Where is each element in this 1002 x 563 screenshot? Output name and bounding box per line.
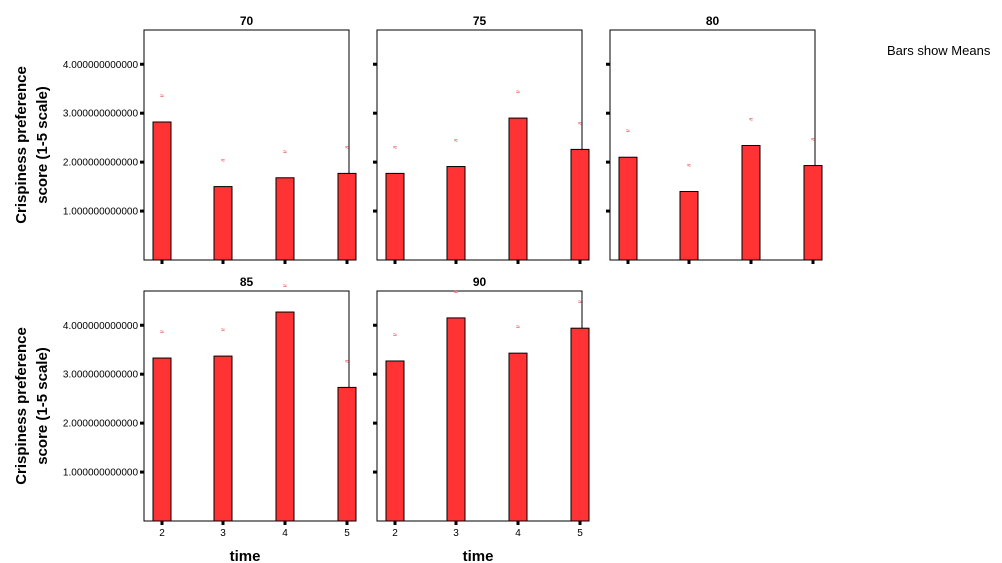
x-axis-title-left: time bbox=[230, 548, 261, 563]
panel-title: 85 bbox=[240, 275, 254, 289]
panel-frame bbox=[376, 290, 583, 522]
y-tick-label: 1.000000000000 bbox=[63, 207, 139, 218]
bar-mark-label: ≈ bbox=[516, 89, 520, 96]
y-axis-title-line2-bottom: score (1-5 scale) bbox=[34, 347, 51, 465]
bar-mark-label: ≈ bbox=[516, 324, 520, 331]
y-tick-label: 1.000000000000 bbox=[63, 468, 139, 479]
panels-layer: 70 1.000000000000 2.000000000000 3.00000000… bbox=[63, 14, 823, 539]
x-tick-label: 5 bbox=[344, 528, 350, 539]
bar-mark-label: ≈ bbox=[160, 93, 164, 100]
x-tick-label: 5 bbox=[577, 528, 583, 539]
panel-title: 70 bbox=[240, 14, 254, 28]
x-axis-title-right: time bbox=[463, 548, 494, 563]
bar-mark-label: ≈ bbox=[578, 299, 582, 306]
y-tick-label: 2.000000000000 bbox=[63, 419, 139, 430]
y-tick-label: 2.000000000000 bbox=[63, 158, 139, 169]
bar-mark-label: ≈ bbox=[221, 327, 225, 334]
x-tick-label: 3 bbox=[220, 528, 226, 539]
bar-time-2 bbox=[152, 121, 172, 261]
bar-time-4 bbox=[275, 177, 295, 261]
panel-frame bbox=[376, 29, 583, 261]
x-tick-label: 4 bbox=[282, 528, 288, 539]
bar-mark-label: ≈ bbox=[160, 329, 164, 336]
bars-show-means-note: Bars show Means bbox=[887, 43, 991, 58]
panel-70: 70 1.000000000000 2.000000000000 3.00000000… bbox=[63, 14, 357, 264]
panel-frame bbox=[143, 29, 350, 261]
panel-title: 80 bbox=[706, 14, 720, 28]
x-tick-label: 2 bbox=[159, 528, 165, 539]
panel-75: 75 ≈ ≈ ≈ ≈ bbox=[373, 14, 590, 264]
panel-frame bbox=[609, 29, 816, 261]
bar-time-4 bbox=[508, 117, 528, 261]
bar-mark-label: ≈ bbox=[393, 332, 397, 339]
y-axis-title-bottom-row: Crispiness preference score (1-5 scale) bbox=[13, 327, 51, 485]
y-axis-title-line2-top: score (1-5 scale) bbox=[34, 86, 51, 204]
bar-mark-label: ≈ bbox=[283, 283, 287, 290]
bar-time-2 bbox=[385, 172, 405, 261]
bar-mark-label: ≈ bbox=[345, 144, 349, 151]
bar-time-3 bbox=[213, 355, 233, 522]
bar-time-5 bbox=[337, 172, 357, 261]
y-axis-title-line1-bottom: Crispiness preference bbox=[13, 327, 30, 485]
y-axis-title-line1-top: Crispiness preference bbox=[13, 66, 30, 224]
y-tick-label: 4.000000000000 bbox=[63, 321, 139, 332]
panel-frame bbox=[143, 290, 350, 522]
bar-mark-label: ≈ bbox=[811, 137, 815, 144]
bar-mark-label: ≈ bbox=[283, 149, 287, 156]
bar-mark-label: ≈ bbox=[345, 358, 349, 365]
bar-time-2 bbox=[618, 156, 638, 261]
panel-85: 85 1.000000000000 2.000000000000 3.00000000… bbox=[63, 275, 357, 539]
y-tick-label: 3.000000000000 bbox=[63, 109, 139, 120]
bar-time-3 bbox=[446, 166, 466, 261]
y-tick-label: 4.000000000000 bbox=[63, 60, 139, 71]
bar-time-5 bbox=[570, 327, 590, 522]
panel-90: 90 ≈2 ≈3 ≈4 ≈5 bbox=[373, 275, 590, 539]
y-tick-label: 3.000000000000 bbox=[63, 370, 139, 381]
bar-mark-label: ≈ bbox=[749, 116, 753, 123]
bar-mark-label: ≈ bbox=[221, 158, 225, 165]
x-tick-label: 4 bbox=[515, 528, 521, 539]
x-tick-label: 3 bbox=[453, 528, 459, 539]
panel-80: 80 ≈ ≈ ≈ ≈ bbox=[606, 14, 823, 264]
bar-time-5 bbox=[803, 165, 823, 261]
x-tick-label: 2 bbox=[392, 528, 398, 539]
panel-title: 75 bbox=[473, 14, 487, 28]
bar-mark-label: ≈ bbox=[626, 128, 630, 135]
panel-title: 90 bbox=[473, 275, 487, 289]
bar-mark-label: ≈ bbox=[454, 138, 458, 145]
y-axis-title-top-row: Crispiness preference score (1-5 scale) bbox=[13, 66, 51, 224]
bar-time-3 bbox=[446, 317, 466, 522]
bar-time-4 bbox=[275, 311, 295, 522]
bar-time-5 bbox=[570, 148, 590, 261]
bar-time-4 bbox=[741, 144, 761, 261]
bar-mark-label: ≈ bbox=[454, 289, 458, 296]
bar-mark-label: ≈ bbox=[578, 120, 582, 127]
bar-time-3 bbox=[213, 186, 233, 261]
bar-mark-label: ≈ bbox=[393, 144, 397, 151]
bar-time-2 bbox=[152, 357, 172, 522]
bar-time-5 bbox=[337, 386, 357, 522]
bar-time-3 bbox=[679, 190, 699, 261]
bar-mark-label: ≈ bbox=[687, 162, 691, 169]
bar-time-4 bbox=[508, 352, 528, 522]
bar-time-2 bbox=[385, 360, 405, 522]
